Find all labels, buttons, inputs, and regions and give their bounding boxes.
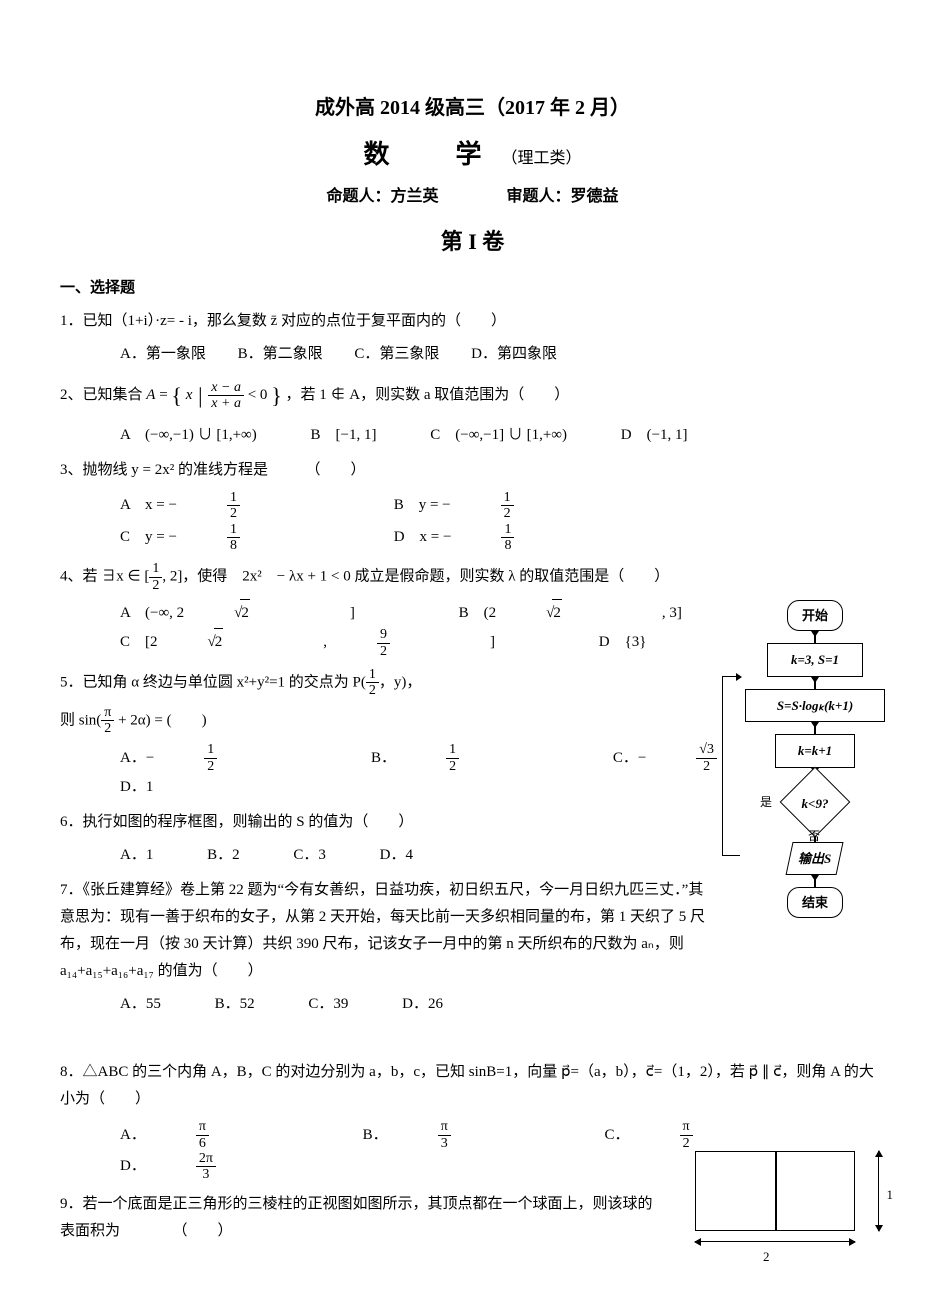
- arrow-down-icon: [814, 875, 816, 887]
- dim-horizontal-icon: [695, 1241, 855, 1242]
- q2-opt-d: D (−1, 1]: [621, 422, 688, 449]
- q6-opt-b: B．2: [207, 842, 240, 869]
- q8-opt-b: B．π3: [363, 1119, 551, 1151]
- question-3-options: A x = −12 B y = −12 C y = −18 D x = −18: [60, 490, 885, 554]
- q3-opt-a: A x = −12: [120, 490, 340, 522]
- author-label: 命题人：: [326, 188, 390, 205]
- flow-box-inc: k=k+1: [775, 734, 855, 767]
- question-2-options: A (−∞,−1) ∪ [1,+∞) B [−1, 1] C (−∞,−1] ∪…: [60, 422, 885, 449]
- q1-opt-a: A．第一象限: [120, 341, 206, 368]
- arrow-down-icon: [814, 677, 816, 689]
- subject-type: （理工类）: [502, 150, 582, 167]
- q8-opt-d: D．2π3: [120, 1151, 316, 1183]
- q1-opt-b: B．第二象限: [238, 341, 323, 368]
- q6-opt-c: C．3: [293, 842, 326, 869]
- question-2: 2、已知集合 A = { x | x − ax + a < 0 } ，若 1 ∉…: [60, 376, 885, 416]
- loop-line-icon: [722, 676, 740, 856]
- front-view-figure: 2 1: [685, 1151, 885, 1261]
- arrow-down-icon: [814, 631, 816, 643]
- q1-opt-c: C．第三象限: [354, 341, 439, 368]
- q3-opt-d: D x = −18: [394, 522, 615, 554]
- flow-yes-label: 是: [760, 792, 772, 814]
- reviewer: 罗德益: [571, 188, 619, 205]
- q2-opt-c: C (−∞,−1] ∪ [1,+∞): [430, 422, 567, 449]
- q2-mid: ，若 1 ∉ A，则实数 a 取值范围为（ ）: [286, 387, 570, 403]
- question-3: 3、抛物线 y = 2x² 的准线方程是 （ ）: [60, 457, 885, 484]
- q8-opt-c: C．π2: [605, 1119, 793, 1151]
- flow-start: 开始: [787, 600, 843, 631]
- question-1: 1．已知（1+i）·z= - i，那么复数 z̄ 对应的点位于复平面内的（ ）: [60, 308, 885, 335]
- question-7-options: A．55 B．52 C．39 D．26: [60, 991, 885, 1018]
- flowchart: 开始 k=3, S=1 S=S·logₖ(k+1) k=k+1 k<9? 是 否…: [740, 600, 890, 918]
- flow-end: 结束: [787, 887, 843, 918]
- question-8: 8．△ABC 的三个内角 A，B，C 的对边分别为 a，b，c，已知 sinB=…: [60, 1059, 885, 1113]
- question-4: 4、若 ∃x ∈ [12, 2]，使得 2x² − λx + 1 < 0 成立是…: [60, 561, 885, 593]
- q1-opt-d: D．第四象限: [471, 341, 557, 368]
- q7-opt-d: D．26: [402, 991, 443, 1018]
- brace-left-icon: {: [171, 383, 182, 408]
- part-title: 第 I 卷: [60, 222, 885, 262]
- flow-output: 输出S: [786, 842, 844, 875]
- q7-opt-c: C．39: [308, 991, 348, 1018]
- q5-opt-a: A．−12: [120, 742, 317, 774]
- author: 方兰英: [390, 188, 438, 205]
- flow-box-init: k=3, S=1: [767, 643, 863, 676]
- subject-title: 数 学（理工类）: [60, 132, 885, 179]
- q5-opt-b: B．12: [371, 742, 559, 774]
- q8-opt-a: A．π6: [120, 1119, 309, 1151]
- q7-opt-b: B．52: [215, 991, 255, 1018]
- q3-opt-b: B y = −12: [394, 490, 614, 522]
- q4-opt-d: D {3}: [599, 629, 647, 656]
- q2-x: x: [186, 387, 193, 403]
- dim-vertical-icon: [878, 1151, 879, 1231]
- q4-opt-b: B (22, 3]: [459, 599, 732, 627]
- exam-title: 成外高 2014 级高三（2017 年 2 月）: [60, 90, 885, 126]
- subject: 数 学: [363, 140, 501, 169]
- authors-line: 命题人：方兰英 审题人：罗德益: [60, 183, 885, 212]
- q2-fraction: x − ax + a: [208, 380, 244, 412]
- q5-opt-d: D．1: [120, 774, 153, 801]
- q4-opt-a: A (−∞, 22]: [120, 599, 405, 627]
- flow-box-calc: S=S·logₖ(k+1): [745, 689, 885, 722]
- q3-opt-c: C y = −18: [120, 522, 340, 554]
- question-1-options: A．第一象限 B．第二象限 C．第三象限 D．第四象限: [60, 341, 885, 368]
- dim-width-label: 2: [763, 1245, 770, 1268]
- dim-height-label: 1: [887, 1183, 894, 1206]
- arrow-down-icon: [814, 722, 816, 734]
- brace-right-icon: }: [271, 383, 282, 408]
- q2-opt-b: B [−1, 1]: [311, 422, 377, 449]
- q2-opt-a: A (−∞,−1) ∪ [1,+∞): [120, 422, 257, 449]
- q6-opt-d: D．4: [380, 842, 413, 869]
- q2-pre: 2、已知集合: [60, 387, 146, 403]
- flow-decision: k<9? 是 否: [780, 780, 850, 824]
- section-1-title: 一、选择题: [60, 275, 885, 302]
- q4-opt-c: C [22, 92]: [120, 627, 545, 659]
- q6-opt-a: A．1: [120, 842, 153, 869]
- q7-opt-a: A．55: [120, 991, 161, 1018]
- midline-icon: [775, 1151, 777, 1231]
- reviewer-label: 审题人：: [507, 188, 571, 205]
